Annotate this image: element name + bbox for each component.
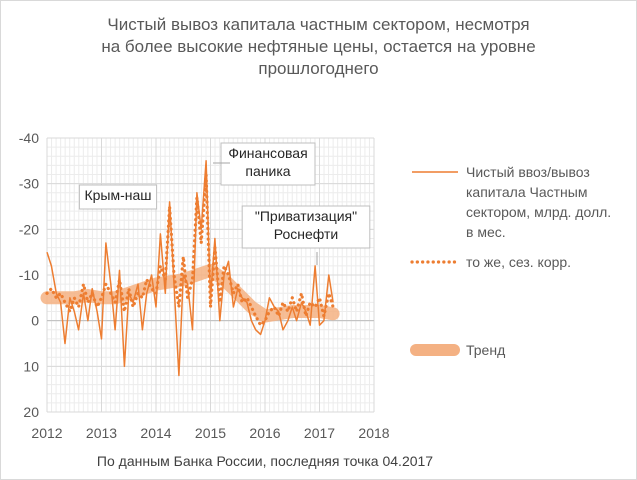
legend-label: капитала Частным xyxy=(466,184,587,200)
annotation-label: Финансовая xyxy=(228,145,307,161)
y-tick-label: -30 xyxy=(19,176,39,192)
title-line-2: на более высокие нефтяные цены, остается… xyxy=(101,37,536,56)
annotation-box xyxy=(78,184,158,210)
chart-title: Чистый вывоз капитала частным сектором, … xyxy=(0,14,637,80)
y-tick-label: 10 xyxy=(23,358,39,374)
annotation-label: паника xyxy=(245,163,290,179)
y-tick-label: -40 xyxy=(19,130,39,146)
x-tick-label: 2014 xyxy=(140,425,171,441)
annotation-label: "Приватизация" xyxy=(255,208,357,224)
legend-label: Тренд xyxy=(466,342,505,358)
title-line-3: прошлогоднего xyxy=(258,59,379,78)
legend: Чистый ввоз/вывоз капитала Частным секторо… xyxy=(410,164,611,358)
source-note: По данным Банка России, последняя точка … xyxy=(96,453,434,469)
y-tick-label: -20 xyxy=(19,221,39,237)
annotation-label: Крым-наш xyxy=(84,187,151,203)
legend-label: в мес. xyxy=(466,224,506,240)
x-tick-label: 2015 xyxy=(195,425,226,441)
annotation-box xyxy=(220,142,316,186)
annotation-box xyxy=(241,205,371,249)
title-line-1: Чистый вывоз капитала частным сектором, … xyxy=(107,15,530,34)
annotations: Крым-наш Финансовая паника "Приватизация" Ро… xyxy=(78,142,371,265)
annotation-label: Роснефти xyxy=(274,226,338,242)
x-tick-label: 2018 xyxy=(358,425,389,441)
x-tick-label: 2012 xyxy=(31,425,62,441)
series-trend xyxy=(40,263,340,323)
legend-label: Чистый ввоз/вывоз xyxy=(466,164,590,180)
x-tick-label: 2017 xyxy=(304,425,335,441)
x-tick-label: 2016 xyxy=(249,425,280,441)
series-group xyxy=(40,160,340,377)
series-seasonally-adjusted xyxy=(45,174,335,328)
legend-label: сектором, млрд. долл. xyxy=(466,204,611,220)
legend-label: то же, сез. корр. xyxy=(466,254,571,270)
y-tick-label: 0 xyxy=(31,313,39,329)
x-tick-label: 2013 xyxy=(86,425,117,441)
y-tick-label: -10 xyxy=(19,267,39,283)
y-tick-label: 20 xyxy=(23,404,39,420)
